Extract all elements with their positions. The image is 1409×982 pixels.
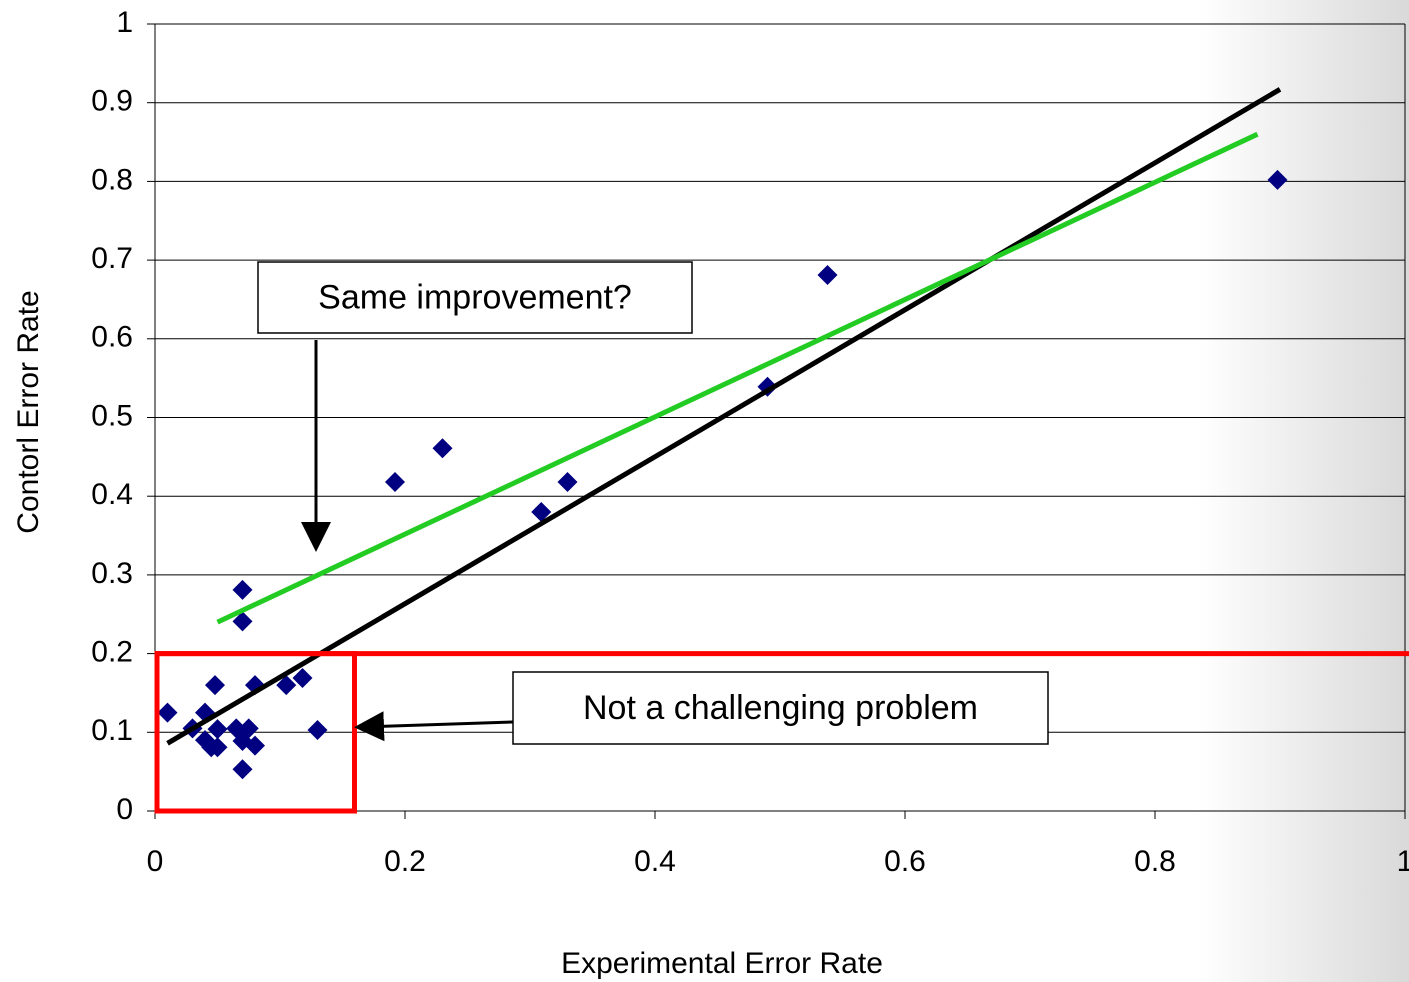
- arrow: [354, 711, 514, 742]
- point: [531, 501, 552, 522]
- y-tick-label: 0.6: [91, 321, 133, 354]
- point: [205, 675, 225, 696]
- x-tick-label: 0.2: [384, 845, 426, 878]
- point: [245, 735, 265, 756]
- y-tick-label: 0: [116, 793, 133, 826]
- x-tick-label: 0.6: [884, 845, 926, 878]
- point: [238, 718, 259, 739]
- point: [432, 438, 453, 459]
- trend-line: [166, 87, 1282, 746]
- annotation-box: [512, 671, 1049, 745]
- y-tick-label: 0.2: [91, 636, 133, 669]
- y-tick-label: 0.5: [91, 399, 133, 432]
- y-tick-label: 0.1: [91, 714, 133, 747]
- point: [207, 737, 228, 758]
- point: [385, 472, 405, 493]
- x-axis-label: Experimental Error Rate: [561, 947, 883, 980]
- point: [276, 675, 297, 696]
- annotation-box: [257, 261, 693, 334]
- point: [207, 719, 228, 740]
- point: [232, 611, 253, 632]
- point: [817, 265, 838, 286]
- y-tick-label: 0.7: [91, 242, 133, 275]
- point: [157, 702, 178, 723]
- point: [307, 719, 328, 740]
- point: [292, 667, 313, 688]
- y-tick-label: 0.8: [91, 163, 133, 196]
- trend-line: [216, 131, 1259, 625]
- annotation: Same improvement?: [318, 278, 632, 316]
- y-tick-label: 0.9: [91, 85, 133, 118]
- y-axis-label: Contorl Error Rate: [12, 290, 45, 533]
- x-tick-label: 0: [147, 845, 164, 878]
- point: [232, 579, 253, 600]
- x-tick-label: 1: [1397, 845, 1409, 878]
- x-tick-label: 0.4: [634, 845, 676, 878]
- point: [1267, 169, 1288, 190]
- point: [232, 759, 253, 780]
- x-tick-label: 0.8: [1134, 845, 1176, 878]
- annotation: Not a challenging problem: [583, 689, 978, 727]
- y-tick-label: 0.4: [91, 478, 133, 511]
- point: [557, 472, 578, 493]
- y-tick-label: 0.3: [91, 557, 133, 590]
- y-tick-label: 1: [116, 6, 133, 39]
